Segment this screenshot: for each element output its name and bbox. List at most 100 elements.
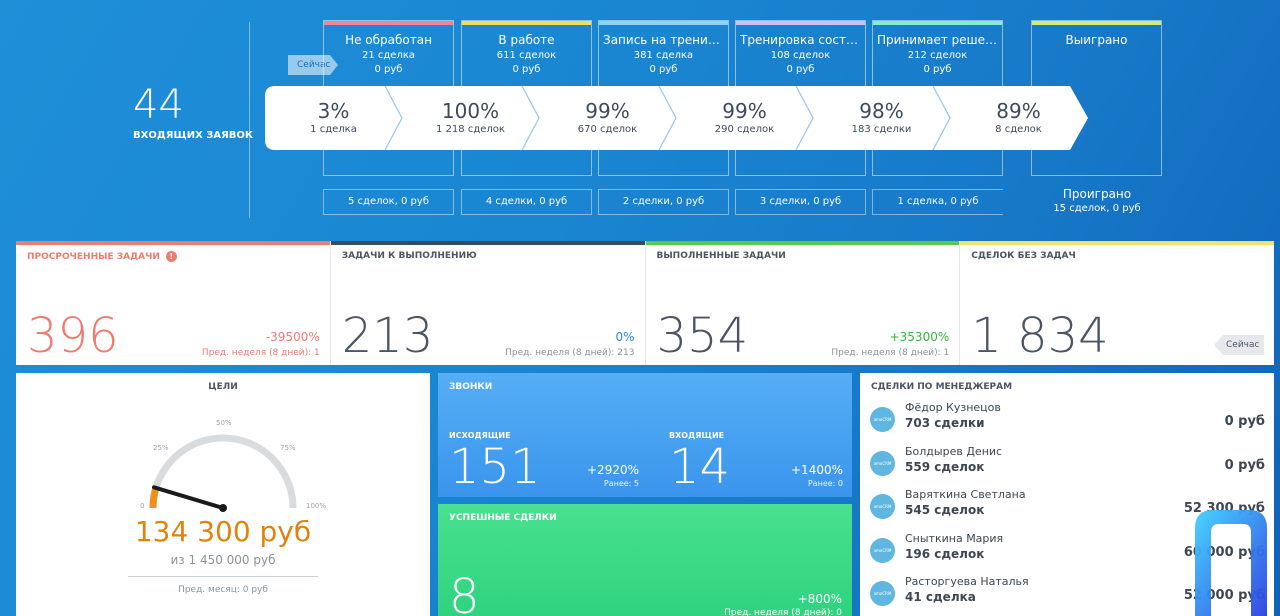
manager-deals-sum: 0 руб (1224, 414, 1265, 429)
stage-sum: 0 руб (923, 64, 952, 75)
conversion-percent: 99% (722, 99, 767, 123)
stage-color-bar (599, 21, 728, 25)
conversion-segment: 100% 1 218 сделок (402, 86, 539, 150)
conversion-deals: 290 сделок (714, 124, 775, 135)
lost-deals[interactable]: Проиграно 15 сделок, 0 руб (1032, 187, 1162, 214)
gauge-tick: 0 (140, 502, 144, 510)
conversion-percent: 99% (585, 99, 630, 123)
successful-count: 8 (449, 569, 480, 616)
stage-color-bar (873, 21, 1002, 25)
incoming-calls-count: 14 (669, 439, 731, 495)
manager-deals-count: 41 сделка (905, 590, 976, 604)
no-tasks-deals-widget[interactable]: СДЕЛОК БЕЗ ЗАДАЧ 1 834 Сейчас (960, 241, 1274, 365)
stage-color-bar (462, 21, 591, 25)
successful-delta: +800% (797, 592, 842, 606)
conversion-deals: 8 сделок (995, 124, 1042, 135)
stage-count: 212 сделок (907, 50, 968, 61)
widget-title: ЗВОНКИ (449, 382, 493, 392)
gauge-needle (152, 485, 225, 510)
widget-title: ЗАДАЧИ К ВЫПОЛНЕНИЮ (341, 251, 477, 261)
incoming-label: ВХОДЯЩИХ ЗАЯВОК (133, 130, 254, 141)
conversion-percent: 100% (441, 99, 500, 123)
todo-count: 213 (341, 308, 434, 364)
stage-sum: 0 руб (649, 64, 678, 75)
goal-target: из 1 450 000 руб (170, 553, 276, 567)
widget-title: ВЫПОЛНЕННЫЕ ЗАДАЧИ (656, 251, 786, 261)
incoming-calls-label: ВХОДЯЩИЕ (669, 431, 725, 440)
overdue-prev: Пред. неделя (8 дней): 1 (201, 348, 320, 358)
outgoing-prev: Ранее: 5 (603, 479, 639, 488)
tasks-stats-row: ПРОСРОЧЕННЫЕ ЗАДАЧИ! 396 -39500% Пред. н… (16, 241, 1274, 365)
stage-count: 611 сделок (496, 50, 557, 61)
done-prev: Пред. неделя (8 дней): 1 (831, 348, 950, 358)
stage-color-bar (324, 21, 453, 25)
manager-row[interactable]: amoCRM Болдырев Денис 559 сделок 0 руб (870, 445, 1265, 485)
gauge-tick: 100% (306, 502, 326, 510)
manager-name: Расторгуева Наталья (905, 575, 1029, 588)
conversion-percent: 3% (317, 99, 350, 123)
goals-widget[interactable]: ЦЕЛИ 0 25% 50% 75% 100% 134 300 руб из 1… (16, 373, 430, 616)
widget-title: ПРОСРОЧЕННЫЕ ЗАДАЧИ (27, 252, 160, 262)
widget-color-bar (960, 241, 1274, 245)
brand-logo-icon (1195, 510, 1267, 616)
stage-name: В работе (498, 33, 555, 47)
goal-amount: 134 300 руб (134, 515, 312, 548)
done-count: 354 (656, 308, 749, 364)
stage-lost-deals[interactable]: 5 сделок, 0 руб (323, 189, 454, 215)
successful-prev: Пред. неделя (8 дней): 0 (724, 608, 842, 616)
incoming-requests: 44 ВХОДЯЩИХ ЗАЯВОК (133, 84, 253, 141)
sales-funnel: 44 ВХОДЯЩИХ ЗАЯВОК Сейчас Не обработан 21… (0, 0, 1280, 232)
manager-row[interactable]: amoCRM Фёдор Кузнецов 703 сделки 0 руб (870, 401, 1265, 441)
avatar: amoCRM (870, 537, 895, 563)
gauge-tick: 25% (153, 444, 169, 452)
overdue-delta: -39500% (265, 330, 320, 344)
successful-deals-widget[interactable]: УСПЕШНЫЕ СДЕЛКИ 8 +800% Пред. неделя (8 … (438, 504, 852, 616)
stage-count: 21 сделка (361, 50, 416, 61)
incoming-calls-delta: +1400% (791, 463, 843, 477)
stage-count: 381 сделка (633, 50, 694, 61)
stage-sum: 0 руб (374, 64, 403, 75)
incoming-count: 44 (133, 82, 184, 128)
done-tasks-widget[interactable]: ВЫПОЛНЕННЫЕ ЗАДАЧИ 354 +35300% Пред. нед… (645, 241, 961, 365)
stage-name: Принимает решение (877, 33, 1002, 47)
outgoing-calls: ИСХОДЯЩИЕ 151 +2920% Ранее: 5 (449, 431, 639, 494)
stage-sum: 0 руб (512, 64, 541, 75)
outgoing-label: ИСХОДЯЩИЕ (449, 431, 511, 440)
stage-lost-deals[interactable]: 4 сделки, 0 руб (461, 189, 592, 215)
conversion-percent: 98% (859, 99, 904, 123)
stage-lost-deals[interactable]: 2 сделки, 0 руб (598, 189, 729, 215)
todo-tasks-widget[interactable]: ЗАДАЧИ К ВЫПОЛНЕНИЮ 213 0% Пред. неделя … (330, 241, 646, 365)
stage-sum: 0 руб (786, 64, 815, 75)
conversion-segment: 98% 183 сделки (813, 86, 950, 150)
stage-name: Тренировка состоялась (740, 33, 865, 47)
stage-lost-deals[interactable]: 1 сделка, 0 руб (872, 189, 1003, 215)
avatar: amoCRM (870, 581, 895, 606)
stage-color-bar (736, 21, 865, 25)
overdue-tasks-widget[interactable]: ПРОСРОЧЕННЫЕ ЗАДАЧИ! 396 -39500% Пред. н… (16, 241, 331, 365)
lost-title: Проиграно (1062, 187, 1132, 201)
now-marker: Сейчас (1214, 335, 1264, 355)
alert-icon: ! (165, 251, 177, 262)
incoming-calls-prev: Ранее: 0 (807, 479, 843, 488)
calls-widget[interactable]: ЗВОНКИ ИСХОДЯЩИЕ 151 +2920% Ранее: 5 ВХО… (438, 373, 852, 497)
now-marker: Сейчас (288, 55, 338, 75)
todo-delta: 0% (615, 330, 635, 344)
done-delta: +35300% (889, 330, 950, 344)
conversion-percent: 89% (996, 99, 1041, 123)
incoming-calls: ВХОДЯЩИЕ 14 +1400% Ранее: 0 (669, 431, 843, 494)
goal-gauge: 0 25% 50% 75% 100% (140, 419, 326, 512)
conversion-deals: 1 218 сделок (436, 124, 505, 135)
avatar: amoCRM (870, 407, 895, 432)
widget-title: ЦЕЛИ (208, 382, 238, 392)
stage-lost-deals[interactable]: 3 сделки, 0 руб (735, 189, 866, 215)
gauge-progress (149, 486, 160, 509)
avatar: amoCRM (870, 450, 895, 476)
conversion-deals: 670 сделок (577, 124, 638, 135)
stage-count: 108 сделок (770, 50, 831, 61)
widget-title: СДЕЛКИ ПО МЕНЕДЖЕРАМ (871, 382, 1013, 392)
no-tasks-count: 1 834 (971, 308, 1109, 364)
manager-deals-count: 703 сделки (905, 416, 985, 430)
manager-deals-count: 196 сделок (905, 546, 985, 561)
gauge-tick: 50% (216, 419, 232, 427)
manager-name: Сныткина Мария (905, 531, 1004, 545)
